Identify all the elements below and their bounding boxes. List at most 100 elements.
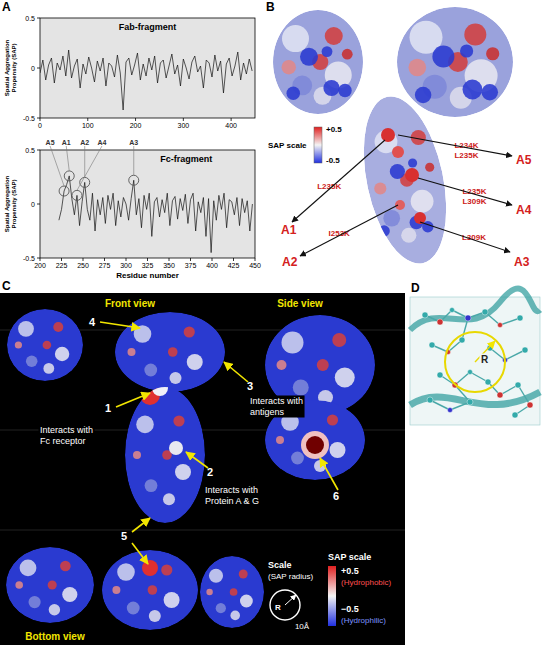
text-line: Interacts with <box>250 396 303 406</box>
colorbar-min: -0.5 <box>326 156 340 165</box>
site-arrow <box>398 135 512 156</box>
x-tick <box>40 258 41 261</box>
text-patch <box>453 140 480 150</box>
panel-d: R <box>410 289 540 425</box>
surface-patch <box>415 87 432 104</box>
view-title: Bottom view <box>25 631 85 642</box>
surface-patch <box>136 416 154 434</box>
x-tick-label: 300 <box>177 122 189 129</box>
panel-c-background <box>0 293 405 645</box>
annotation-circle <box>64 171 74 181</box>
site-label: A3 <box>514 255 530 269</box>
surface-patch <box>53 322 63 332</box>
surface-patch <box>43 363 54 374</box>
bond <box>430 400 450 410</box>
atom <box>459 337 465 343</box>
text-patch <box>460 233 487 243</box>
surface-patch <box>409 59 427 77</box>
x-tick-label: 450 <box>249 262 261 269</box>
surface-patch <box>486 47 499 60</box>
surface-patch <box>169 441 183 455</box>
x-tick <box>183 118 184 121</box>
y-tick-label: 0 <box>31 65 35 72</box>
x-tick <box>212 258 213 261</box>
text-line: Interacts with <box>40 425 93 435</box>
site-arrow <box>418 178 512 205</box>
surface-patch <box>291 452 304 465</box>
x-tick <box>126 258 127 261</box>
atom <box>485 379 491 385</box>
surface-base <box>125 387 205 523</box>
surface-patch <box>168 347 178 357</box>
surface-patch <box>332 333 346 347</box>
y-tick-label: -0.5 <box>23 115 35 122</box>
site-arrow <box>300 205 398 256</box>
atom <box>517 315 523 321</box>
sap-line <box>40 50 252 110</box>
surface-patch <box>282 25 309 52</box>
annotation-label: A3 <box>129 139 138 146</box>
surface-patch <box>184 326 195 337</box>
surface-patch <box>390 164 405 179</box>
colorbar-max: +0.5 <box>326 125 342 134</box>
site-arrow <box>420 222 510 252</box>
panel-c: Front viewSide viewBottom view1Interacts… <box>0 293 405 645</box>
surface-patch <box>230 611 240 621</box>
scale-subtitle: (SAP radius) <box>268 572 314 581</box>
callout-number: 5 <box>121 530 127 542</box>
surface-patch <box>293 380 309 396</box>
panel-letter: B <box>266 0 275 14</box>
surface-patch <box>282 60 296 74</box>
annotation-leader <box>66 146 69 171</box>
site-label: A1 <box>281 223 297 237</box>
surface-patch <box>55 347 69 361</box>
annotation-label: A4 <box>98 139 107 146</box>
surface-patch <box>62 587 77 602</box>
surface-base <box>273 10 363 114</box>
surface-patch <box>209 569 223 583</box>
y-tick-label: 0.5 <box>25 15 35 22</box>
y-tick <box>37 150 40 151</box>
surface-patch <box>48 580 57 589</box>
atom <box>467 399 473 405</box>
surface-patch <box>338 84 352 98</box>
surface-patch <box>175 464 191 480</box>
x-tick <box>147 258 148 261</box>
annotation-label: A5 <box>46 139 55 146</box>
protein-surface <box>200 556 264 628</box>
panel-letter: A <box>2 0 11 14</box>
mutation-label: L235K <box>454 151 478 160</box>
surface-patch <box>276 436 284 444</box>
y-tick <box>37 204 40 205</box>
mutation-label: L235K <box>317 182 341 191</box>
surface-patch <box>216 603 226 613</box>
surface-patch <box>43 341 52 350</box>
atom <box>450 308 455 313</box>
surface-patch <box>395 200 405 210</box>
protein-surface <box>7 309 83 381</box>
radius-label: R <box>275 603 281 612</box>
x-tick <box>255 258 256 261</box>
text-patch <box>39 425 95 447</box>
text-line: Propensity (SAP) <box>11 43 17 92</box>
surface-patch <box>460 44 473 57</box>
text-line: antigens <box>250 407 285 417</box>
atom <box>437 372 443 378</box>
y-label-group: Spatial AggregationPropensity (SAP) <box>4 39 17 96</box>
atom <box>465 315 471 321</box>
bond <box>450 402 470 410</box>
x-tick <box>83 258 84 261</box>
surface-patch <box>287 86 301 100</box>
atom <box>429 342 435 348</box>
y-tick <box>37 18 40 19</box>
x-tick <box>135 118 136 121</box>
surface-patch <box>15 581 23 589</box>
surface-patch <box>282 332 304 354</box>
x-tick <box>190 258 191 261</box>
bond <box>505 350 525 360</box>
surface-patch <box>381 128 395 142</box>
x-tick-label: 100 <box>82 122 94 129</box>
mutation-label: L309K <box>462 197 486 206</box>
callout-text: Interacts withFc receptor <box>40 425 93 446</box>
atom <box>422 312 428 318</box>
